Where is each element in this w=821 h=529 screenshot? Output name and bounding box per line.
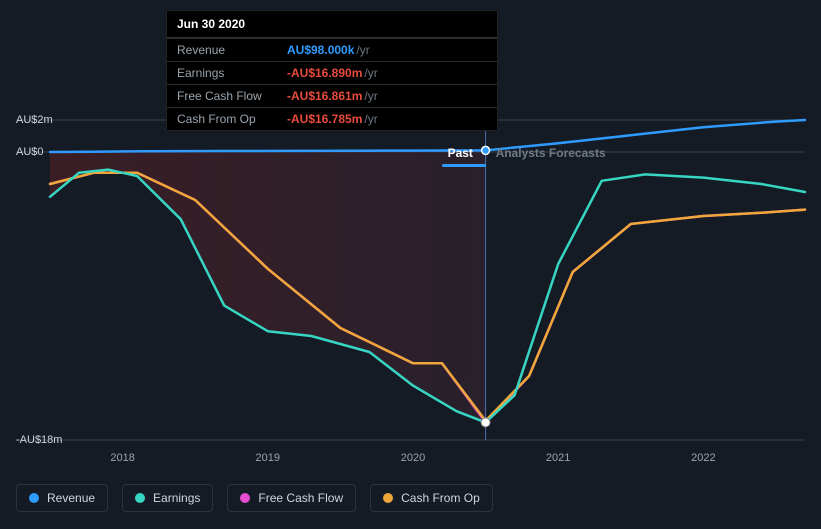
tooltip-unit: /yr [364, 89, 377, 103]
tooltip-value: -AU$16.861m [287, 89, 362, 103]
x-label-2020: 2020 [401, 452, 425, 464]
legend: Revenue Earnings Free Cash Flow Cash Fro… [16, 484, 493, 512]
legend-dot [29, 493, 39, 503]
legend-label: Revenue [47, 491, 95, 505]
x-label-2022: 2022 [691, 452, 715, 464]
tooltip-unit: /yr [356, 43, 369, 57]
tooltip-value: -AU$16.785m [287, 112, 362, 126]
tooltip-value: -AU$16.890m [287, 66, 362, 80]
tooltip-label: Free Cash Flow [177, 89, 277, 103]
forecast-label: Analysts Forecasts [496, 146, 606, 160]
x-label-2021: 2021 [546, 452, 570, 464]
tooltip-row-fcf: Free Cash Flow -AU$16.861m/yr [167, 84, 497, 107]
tooltip-row-revenue: Revenue AU$98.000k/yr [167, 38, 497, 61]
legend-item-cfo[interactable]: Cash From Op [370, 484, 493, 512]
y-label-0: AU$0 [16, 146, 44, 158]
x-label-2018: 2018 [110, 452, 134, 464]
legend-dot [135, 493, 145, 503]
legend-label: Cash From Op [401, 491, 480, 505]
legend-dot [240, 493, 250, 503]
legend-label: Earnings [153, 491, 200, 505]
tooltip-label: Earnings [177, 66, 277, 80]
x-label-2019: 2019 [256, 452, 280, 464]
legend-item-fcf[interactable]: Free Cash Flow [227, 484, 356, 512]
tooltip-row-earnings: Earnings -AU$16.890m/yr [167, 61, 497, 84]
tooltip-label: Revenue [177, 43, 277, 57]
past-label: Past [448, 146, 473, 160]
tooltip-unit: /yr [364, 112, 377, 126]
tooltip-row-cfo: Cash From Op -AU$16.785m/yr [167, 107, 497, 130]
legend-item-revenue[interactable]: Revenue [16, 484, 108, 512]
hover-tooltip: Jun 30 2020 Revenue AU$98.000k/yr Earnin… [166, 10, 498, 131]
y-label-18m: -AU$18m [16, 434, 62, 446]
legend-label: Free Cash Flow [258, 491, 343, 505]
tooltip-value: AU$98.000k [287, 43, 354, 57]
tooltip-label: Cash From Op [177, 112, 277, 126]
legend-item-earnings[interactable]: Earnings [122, 484, 213, 512]
legend-dot [383, 493, 393, 503]
y-label-2m: AU$2m [16, 114, 53, 126]
tooltip-unit: /yr [364, 66, 377, 80]
tooltip-date: Jun 30 2020 [167, 11, 497, 38]
past-underline [442, 164, 486, 167]
